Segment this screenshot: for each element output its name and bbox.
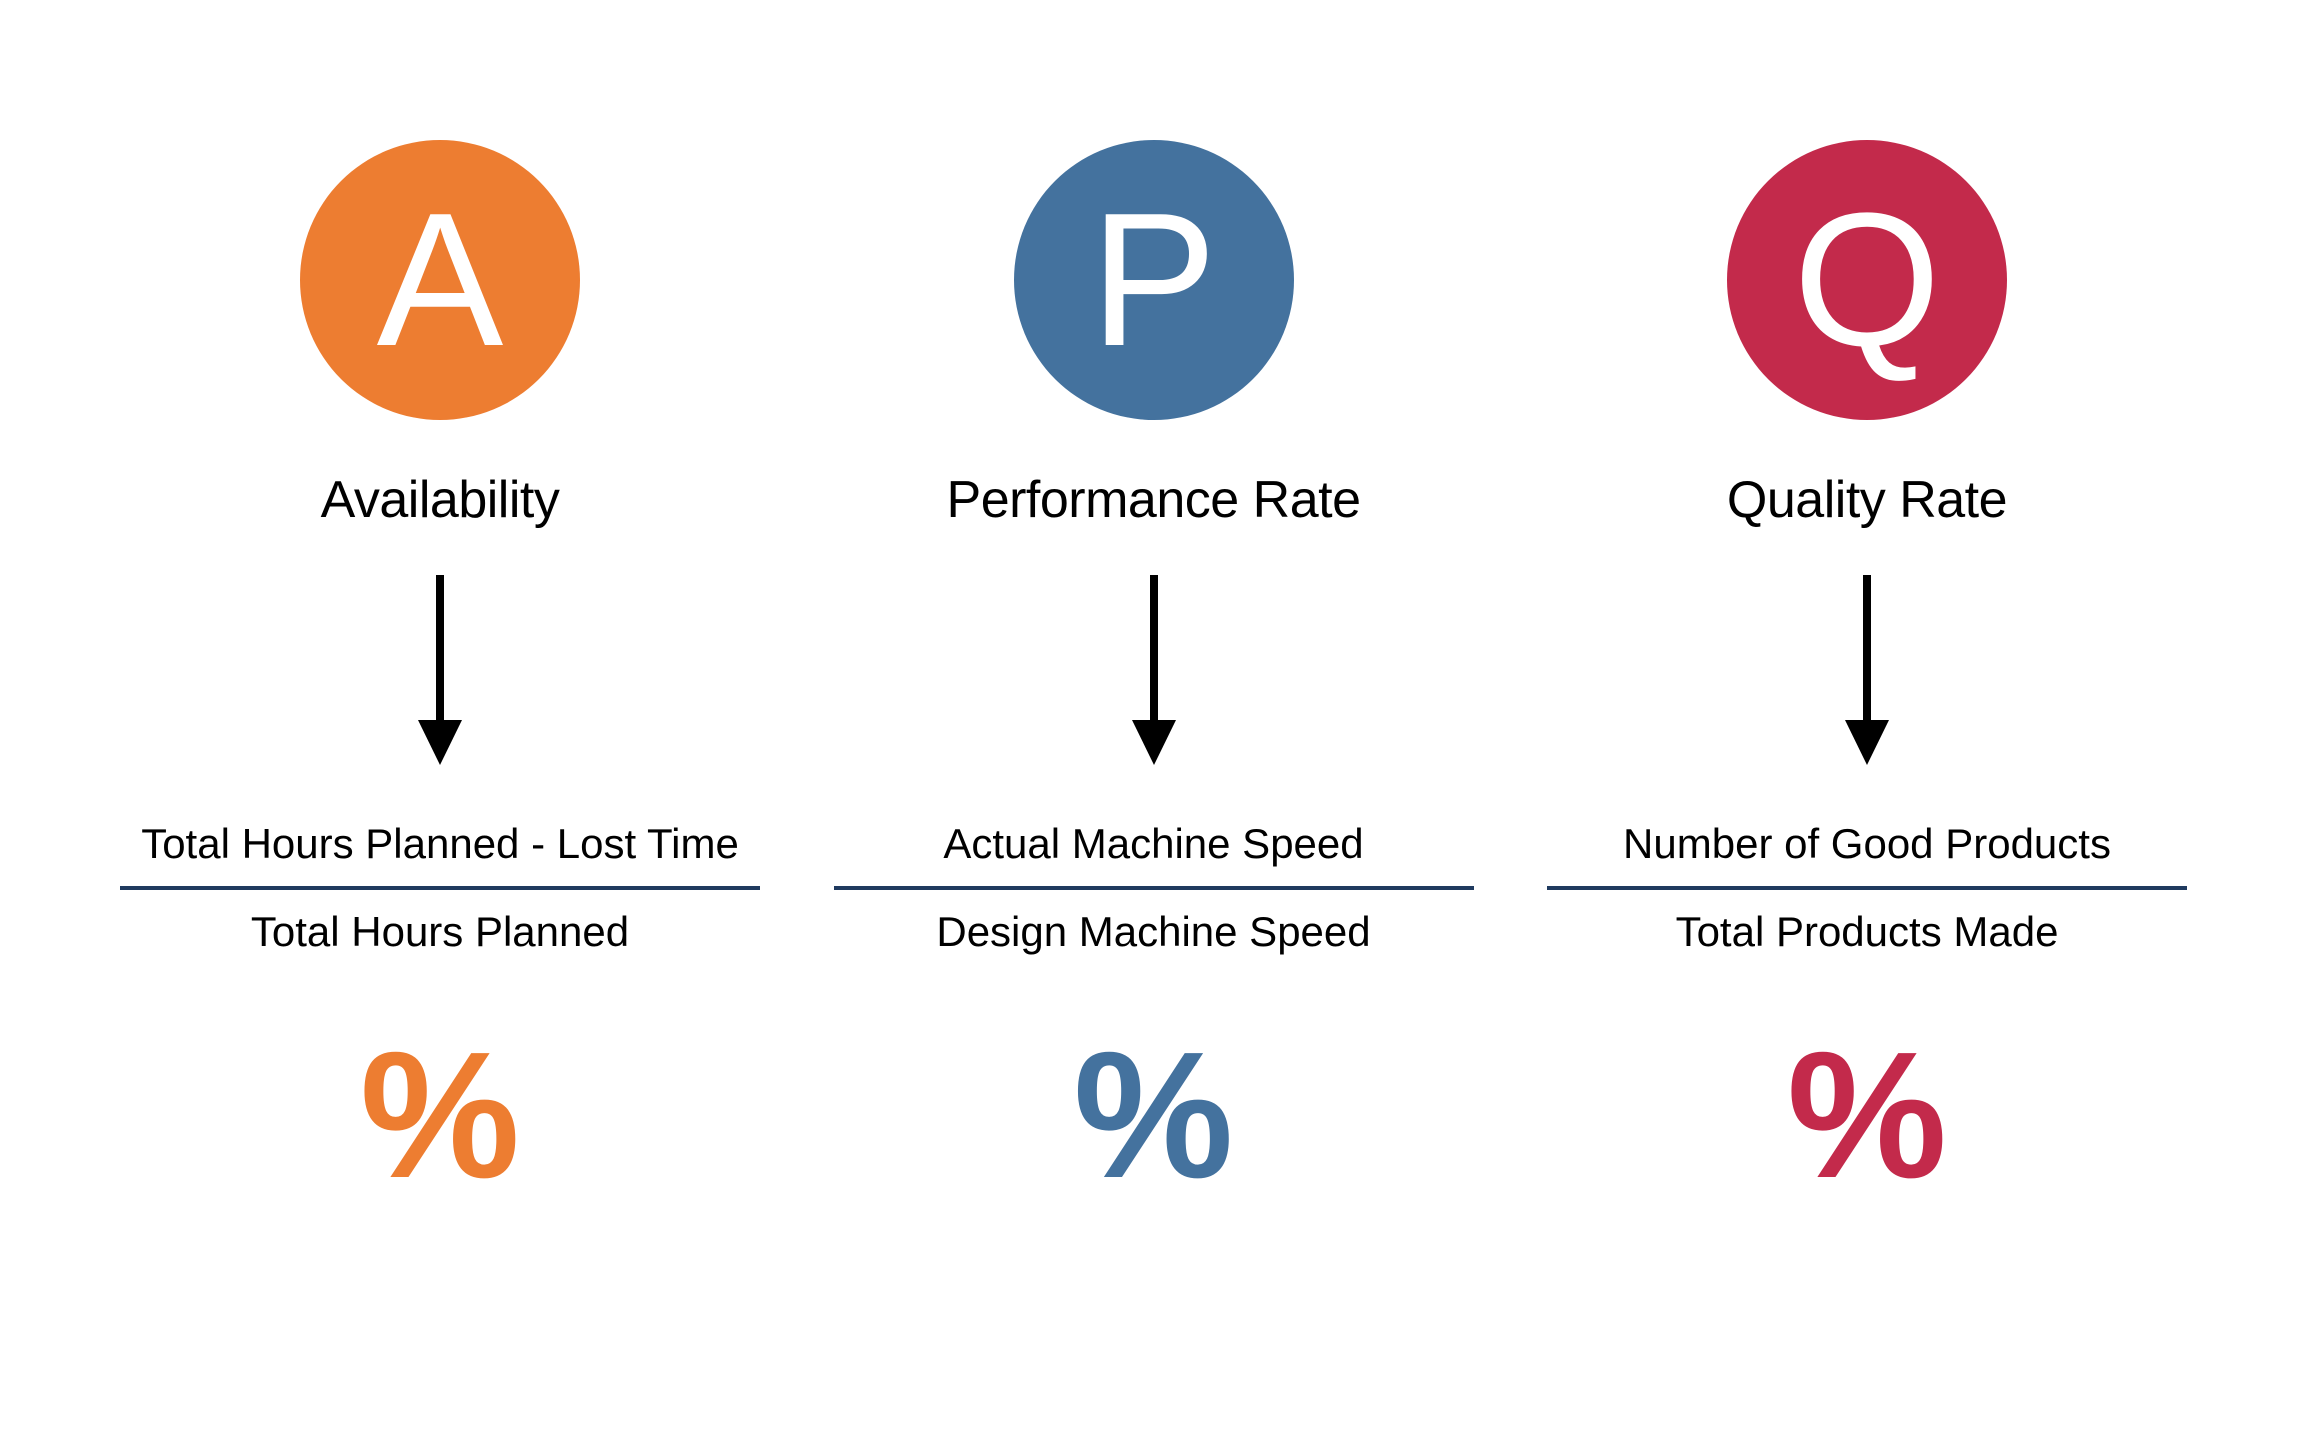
denominator-performance: Design Machine Speed [834, 908, 1474, 956]
circle-availability: A [300, 140, 580, 420]
formula-performance: Actual Machine Speed Design Machine Spee… [834, 820, 1474, 956]
circle-letter-availability: A [377, 185, 504, 375]
metrics-row: A Availability Total Hours Planned - Los… [120, 140, 2187, 1206]
formula-quality: Number of Good Products Total Products M… [1547, 820, 2187, 956]
fraction-line-performance [834, 886, 1474, 890]
metric-column-performance: P Performance Rate Actual Machine Speed … [834, 140, 1474, 1206]
percent-quality: % [1787, 1026, 1947, 1206]
denominator-quality: Total Products Made [1547, 908, 2187, 956]
fraction-line-availability [120, 886, 760, 890]
title-availability: Availability [321, 470, 560, 530]
percent-availability: % [360, 1026, 520, 1206]
denominator-availability: Total Hours Planned [120, 908, 760, 956]
circle-letter-quality: Q [1793, 185, 1941, 375]
fraction-line-quality [1547, 886, 2187, 890]
metric-column-availability: A Availability Total Hours Planned - Los… [120, 140, 760, 1206]
arrow-down-icon [1124, 560, 1184, 780]
metric-column-quality: Q Quality Rate Number of Good Products T… [1547, 140, 2187, 1206]
percent-performance: % [1073, 1026, 1233, 1206]
circle-letter-performance: P [1090, 185, 1217, 375]
arrow-down-icon [410, 560, 470, 780]
circle-performance: P [1014, 140, 1294, 420]
numerator-quality: Number of Good Products [1547, 820, 2187, 886]
circle-quality: Q [1727, 140, 2007, 420]
title-quality: Quality Rate [1727, 470, 2007, 530]
numerator-availability: Total Hours Planned - Lost Time [120, 820, 760, 886]
numerator-performance: Actual Machine Speed [834, 820, 1474, 886]
title-performance: Performance Rate [947, 470, 1361, 530]
arrow-down-icon [1837, 560, 1897, 780]
formula-availability: Total Hours Planned - Lost Time Total Ho… [120, 820, 760, 956]
